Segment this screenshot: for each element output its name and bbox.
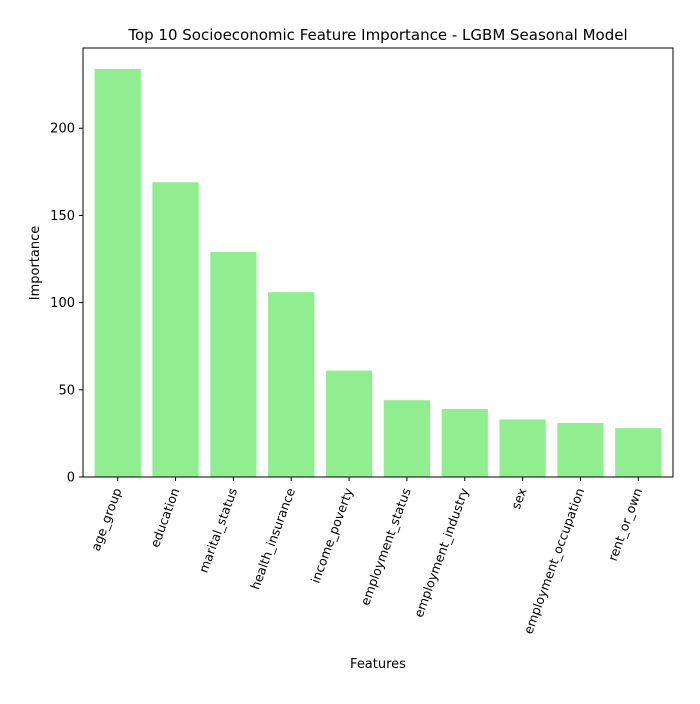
- bar-rent-or-own: [615, 428, 662, 477]
- x-tick-label: employment_occupation: [520, 486, 587, 636]
- y-tick-label: 0: [67, 471, 75, 486]
- bar-employment-industry: [441, 408, 488, 477]
- y-tick-label: 100: [50, 296, 75, 311]
- chart-title: Top 10 Socioeconomic Feature Importance …: [127, 26, 627, 44]
- x-tick-label: sex: [508, 486, 529, 511]
- bar-sex: [499, 419, 546, 477]
- x-axis-ticks: age_group education marital_status health_i…: [88, 477, 645, 636]
- x-tick-label: education: [147, 486, 182, 549]
- bar-employment-status: [383, 400, 431, 477]
- x-axis-label: Features: [350, 657, 406, 672]
- bar-employment-occupation: [557, 422, 604, 477]
- bar-income-poverty: [325, 370, 373, 477]
- bar-health-insurance: [268, 292, 315, 477]
- y-axis-label: Importance: [28, 226, 43, 301]
- plot-frame: [82, 47, 674, 478]
- y-axis-ticks: 0 50 100 150 200: [50, 122, 83, 486]
- x-tick-label: age_group: [88, 486, 125, 553]
- bar-marital-status: [210, 252, 257, 477]
- bars-group: [94, 68, 662, 478]
- x-tick-label: income_poverty: [308, 485, 357, 585]
- x-tick-label: employment_industry: [411, 485, 472, 619]
- x-tick-label: rent_or_own: [605, 486, 645, 563]
- y-tick-label: 50: [58, 383, 75, 398]
- y-tick-label: 150: [50, 209, 75, 224]
- bar-age-group: [94, 68, 141, 478]
- bar-education: [152, 182, 199, 477]
- x-tick-label: marital_status: [196, 486, 241, 575]
- x-tick-label: health_insurance: [247, 486, 298, 592]
- y-tick-label: 200: [50, 122, 75, 137]
- x-tick-label: employment_status: [357, 486, 413, 607]
